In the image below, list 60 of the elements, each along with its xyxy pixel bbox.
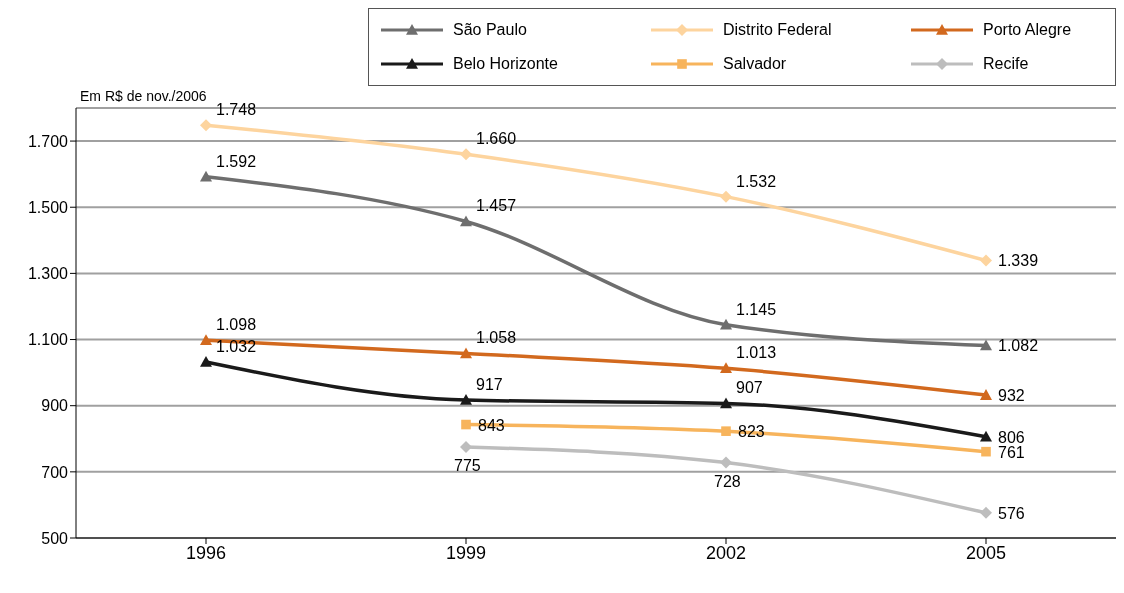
- point: [720, 397, 732, 409]
- legend-label: Distrito Federal: [723, 21, 832, 39]
- point: [200, 334, 212, 345]
- x-tick-label: 1999: [445, 542, 487, 563]
- legend-label: Porto Alegre: [983, 21, 1072, 39]
- data-label: 1.532: [736, 172, 777, 190]
- data-label: 1.145: [736, 300, 777, 318]
- data-label: 806: [998, 428, 1025, 446]
- point: [720, 456, 732, 469]
- point: [980, 506, 992, 519]
- data-label: 728: [714, 472, 741, 490]
- point: [980, 339, 992, 351]
- x-tick-label: 1996: [185, 542, 227, 563]
- data-label: 1.082: [998, 337, 1039, 355]
- data-label: 576: [998, 504, 1025, 522]
- point: [980, 389, 992, 400]
- point: [720, 190, 732, 203]
- y-tick-label: 1.500: [27, 198, 69, 216]
- point: [460, 148, 472, 161]
- y-tick-label: 500: [41, 529, 69, 547]
- point: [460, 347, 472, 359]
- point: [980, 254, 992, 267]
- y-tick-label: 1.100: [27, 331, 69, 349]
- legend-label: Salvador: [723, 55, 787, 73]
- data-label: 1.032: [216, 338, 257, 356]
- legend-label: Recife: [983, 55, 1029, 73]
- data-label: 823: [738, 423, 765, 441]
- legend-label: Belo Horizonte: [453, 55, 558, 73]
- data-label: 1.748: [216, 101, 257, 119]
- legend-label: São Paulo: [453, 21, 527, 39]
- data-label: 1.098: [216, 316, 257, 334]
- data-label: 907: [736, 379, 763, 397]
- x-tick-label: 2002: [705, 542, 747, 563]
- point: [200, 356, 212, 367]
- data-label: 1.339: [998, 252, 1039, 270]
- point: [461, 419, 471, 430]
- text: Em R$ de nov./2006: [80, 88, 207, 104]
- point: [200, 119, 212, 132]
- point: [720, 362, 732, 374]
- point: [980, 430, 992, 442]
- data-label: 1.058: [476, 329, 517, 347]
- point: [460, 215, 472, 227]
- y-tick-label: 1.300: [27, 265, 69, 283]
- point: [460, 441, 472, 454]
- data-label: 1.592: [216, 152, 257, 170]
- data-label: 761: [998, 443, 1025, 461]
- point: [460, 394, 472, 405]
- data-label: 917: [476, 376, 503, 394]
- data-label: 1.457: [476, 197, 517, 215]
- point: [981, 446, 991, 457]
- y-tick-label: 700: [41, 463, 69, 481]
- data-label: 1.013: [736, 344, 777, 362]
- data-label: 1.660: [476, 130, 517, 148]
- data-label: 775: [454, 457, 481, 475]
- point: [200, 170, 212, 182]
- point: [721, 426, 731, 436]
- data-label: 932: [998, 387, 1025, 405]
- y-tick-label: 900: [41, 397, 69, 415]
- y-tick-label: 1.700: [27, 132, 69, 150]
- x-tick-label: 2005: [965, 542, 1007, 563]
